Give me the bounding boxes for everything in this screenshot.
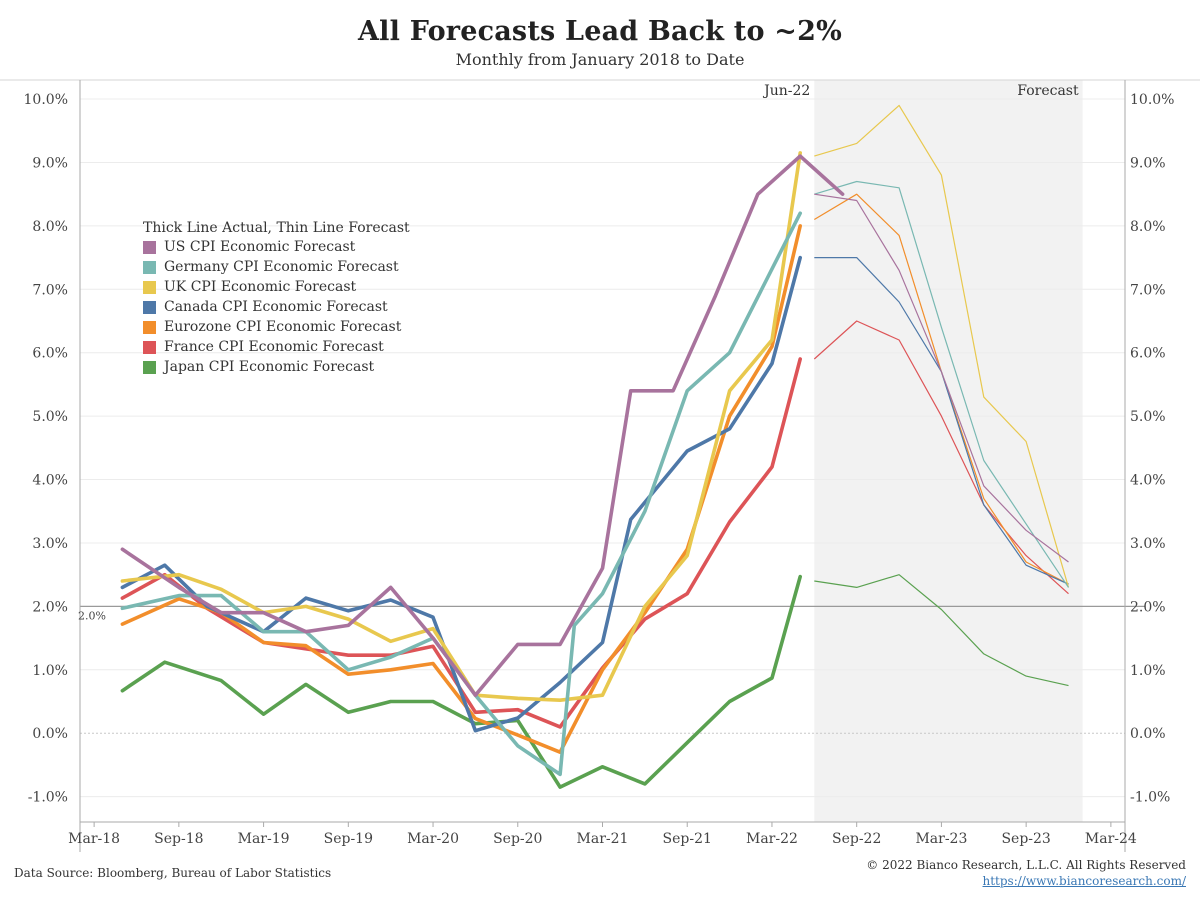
x-tick-label: Mar-23 — [915, 831, 967, 847]
reference-line-label: 2.0% — [78, 609, 106, 622]
x-tick-label: Mar-22 — [746, 831, 798, 847]
y-tick-label-left: 0.0% — [32, 726, 68, 742]
chart-title: All Forecasts Lead Back to ~2% — [358, 16, 842, 47]
y-tick-label-left: 6.0% — [32, 346, 68, 362]
legend-item: UK CPI Economic Forecast — [143, 277, 410, 297]
legend-label: Japan CPI Economic Forecast — [164, 359, 375, 375]
x-tick-label: Sep-21 — [663, 831, 712, 847]
y-tick-label-right: 8.0% — [1130, 219, 1166, 235]
chart-legend: Thick Line Actual, Thin Line Forecast US… — [143, 220, 410, 377]
y-tick-label-right: 0.0% — [1130, 726, 1166, 742]
x-tick-label: Mar-19 — [238, 831, 290, 847]
y-tick-label-right: 4.0% — [1130, 473, 1166, 489]
legend-item: US CPI Economic Forecast — [143, 237, 410, 257]
y-tick-label-left: -1.0% — [28, 790, 68, 806]
text-layer: -1.0% -1.0% 0.0% 0.0% 1.0% 1.0% 2.0% 2.0% 3.0% 3.… — [24, 83, 1175, 847]
y-tick-label-right: 1.0% — [1130, 663, 1166, 679]
legend-label: Eurozone CPI Economic Forecast — [164, 319, 402, 335]
data-source-note: Data Source: Bloomberg, Bureau of Labor … — [14, 866, 332, 880]
y-tick-label-right: 3.0% — [1130, 536, 1166, 552]
y-tick-label-left: 3.0% — [32, 536, 68, 552]
legend-item: France CPI Economic Forecast — [143, 337, 410, 357]
forecast-annotation: Forecast — [1017, 83, 1079, 99]
legend-item: Eurozone CPI Economic Forecast — [143, 317, 410, 337]
x-tick-label: Sep-19 — [324, 831, 373, 847]
x-tick-label: Sep-22 — [832, 831, 881, 847]
legend-label: UK CPI Economic Forecast — [164, 279, 357, 295]
chart-subtitle: Monthly from January 2018 to Date — [455, 50, 745, 69]
legend-items: US CPI Economic Forecast Germany CPI Econ… — [143, 237, 410, 377]
legend-swatch — [143, 280, 156, 294]
x-tick-label: Mar-18 — [68, 831, 120, 847]
x-tick-label: Sep-18 — [154, 831, 203, 847]
legend-swatch — [143, 360, 156, 374]
copyright-note: © 2022 Bianco Research, L.L.C. All Right… — [866, 858, 1186, 872]
series-forecast-line — [814, 193, 1069, 563]
y-tick-label-right: 9.0% — [1130, 155, 1166, 171]
x-tick-label: Mar-21 — [577, 831, 629, 847]
series-forecast-line — [814, 574, 1069, 687]
y-tick-label-right: 10.0% — [1130, 92, 1174, 108]
y-tick-label-left: 10.0% — [24, 92, 68, 108]
series-actual-line — [120, 574, 803, 789]
x-tick-label: Mar-20 — [407, 831, 459, 847]
legend-swatch — [143, 320, 156, 334]
legend-label: Canada CPI Economic Forecast — [164, 299, 388, 315]
legend-swatch — [143, 340, 156, 354]
y-tick-label-left: 2.0% — [32, 599, 68, 615]
forecast-region — [814, 80, 1083, 822]
y-tick-label-left: 9.0% — [32, 155, 68, 171]
legend-swatch — [143, 240, 156, 254]
y-tick-label-left: 4.0% — [32, 473, 68, 489]
legend-item: Japan CPI Economic Forecast — [143, 357, 410, 377]
y-tick-label-left: 1.0% — [32, 663, 68, 679]
y-tick-label-right: 6.0% — [1130, 346, 1166, 362]
frame-layer — [0, 79, 1200, 852]
y-tick-label-right: -1.0% — [1130, 790, 1170, 806]
legend-title: Thick Line Actual, Thin Line Forecast — [143, 220, 410, 236]
series-actual-line — [120, 154, 845, 698]
series-actual-line — [120, 255, 803, 733]
series-forecast-line — [814, 180, 1069, 588]
legend-item: Germany CPI Economic Forecast — [143, 257, 410, 277]
legend-label: US CPI Economic Forecast — [164, 239, 356, 255]
actual-end-annotation: Jun-22 — [762, 83, 810, 99]
y-tick-label-right: 5.0% — [1130, 409, 1166, 425]
legend-label: Germany CPI Economic Forecast — [164, 259, 399, 275]
y-tick-label-left: 8.0% — [32, 219, 68, 235]
legend-label: France CPI Economic Forecast — [164, 339, 384, 355]
series-forecast-line — [813, 320, 1069, 595]
legend-item: Canada CPI Economic Forecast — [143, 297, 410, 317]
x-tick-label: Sep-23 — [1001, 831, 1050, 847]
series-forecast-line — [814, 104, 1070, 588]
series-layer — [120, 104, 1070, 789]
source-link[interactable]: https://www.biancoresearch.com/ — [982, 874, 1186, 888]
y-tick-label-right: 7.0% — [1130, 282, 1166, 298]
x-tick-label: Sep-20 — [493, 831, 542, 847]
y-tick-label-left: 7.0% — [32, 282, 68, 298]
legend-swatch — [143, 260, 156, 274]
y-tick-label-right: 2.0% — [1130, 599, 1166, 615]
x-tick-label: Mar-24 — [1085, 831, 1137, 847]
y-tick-label-left: 5.0% — [32, 409, 68, 425]
legend-swatch — [143, 300, 156, 314]
